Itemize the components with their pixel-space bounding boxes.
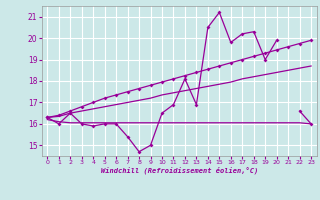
X-axis label: Windchill (Refroidissement éolien,°C): Windchill (Refroidissement éolien,°C)	[100, 167, 258, 174]
